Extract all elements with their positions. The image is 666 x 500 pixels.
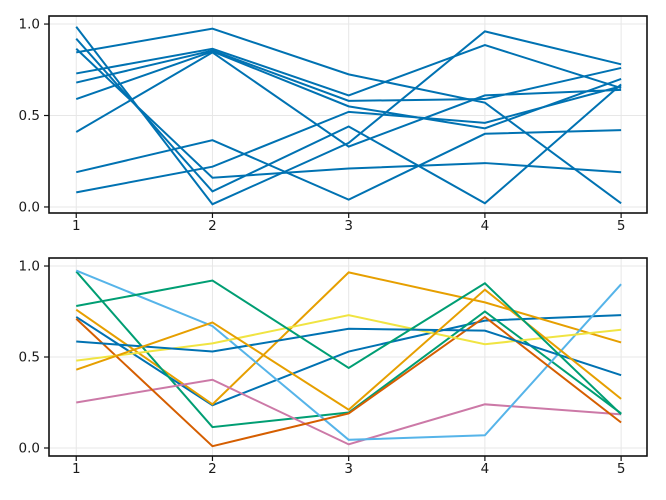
series-6 xyxy=(75,315,622,448)
line-6 xyxy=(76,49,622,102)
series-10 xyxy=(76,279,622,416)
bottom-chart: 1 2 3 4 5 0.0 0.5 1.0 xyxy=(19,257,648,477)
y-tick-label: 0.0 xyxy=(19,440,40,456)
y-tick-label: 1.0 xyxy=(19,259,40,275)
x-tick-label: 2 xyxy=(208,218,217,234)
x-tick-label: 3 xyxy=(344,218,353,234)
x-tick-label: 1 xyxy=(72,461,81,477)
series-4 xyxy=(76,378,622,446)
x-tick-label: 1 xyxy=(72,218,81,234)
line-9 xyxy=(76,129,622,201)
line-3 xyxy=(75,48,622,179)
line-7 xyxy=(75,50,622,130)
y-tick-label: 0.5 xyxy=(19,108,40,124)
line-5 xyxy=(76,44,622,97)
line-1 xyxy=(75,26,622,206)
line-2 xyxy=(75,38,622,205)
y-tick-label: 0.5 xyxy=(19,350,40,366)
x-tick-label: 5 xyxy=(617,218,626,234)
line-4 xyxy=(76,27,622,205)
series-8 xyxy=(76,327,622,377)
series-2 xyxy=(75,271,622,406)
plot-border xyxy=(48,15,648,214)
x-tick-label: 3 xyxy=(344,461,353,477)
x-tick-label: 4 xyxy=(481,461,490,477)
line-8 xyxy=(75,51,622,148)
y-tick-label: 0.0 xyxy=(19,199,40,215)
series-5 xyxy=(75,269,622,441)
top-chart: 1 2 3 4 5 0.0 0.5 1.0 xyxy=(19,15,648,234)
y-tick-label: 1.0 xyxy=(19,17,40,33)
x-tick-label: 2 xyxy=(208,461,217,477)
x-tick-label: 5 xyxy=(617,461,626,477)
x-tick-label: 4 xyxy=(481,218,490,234)
line-10 xyxy=(76,85,622,194)
